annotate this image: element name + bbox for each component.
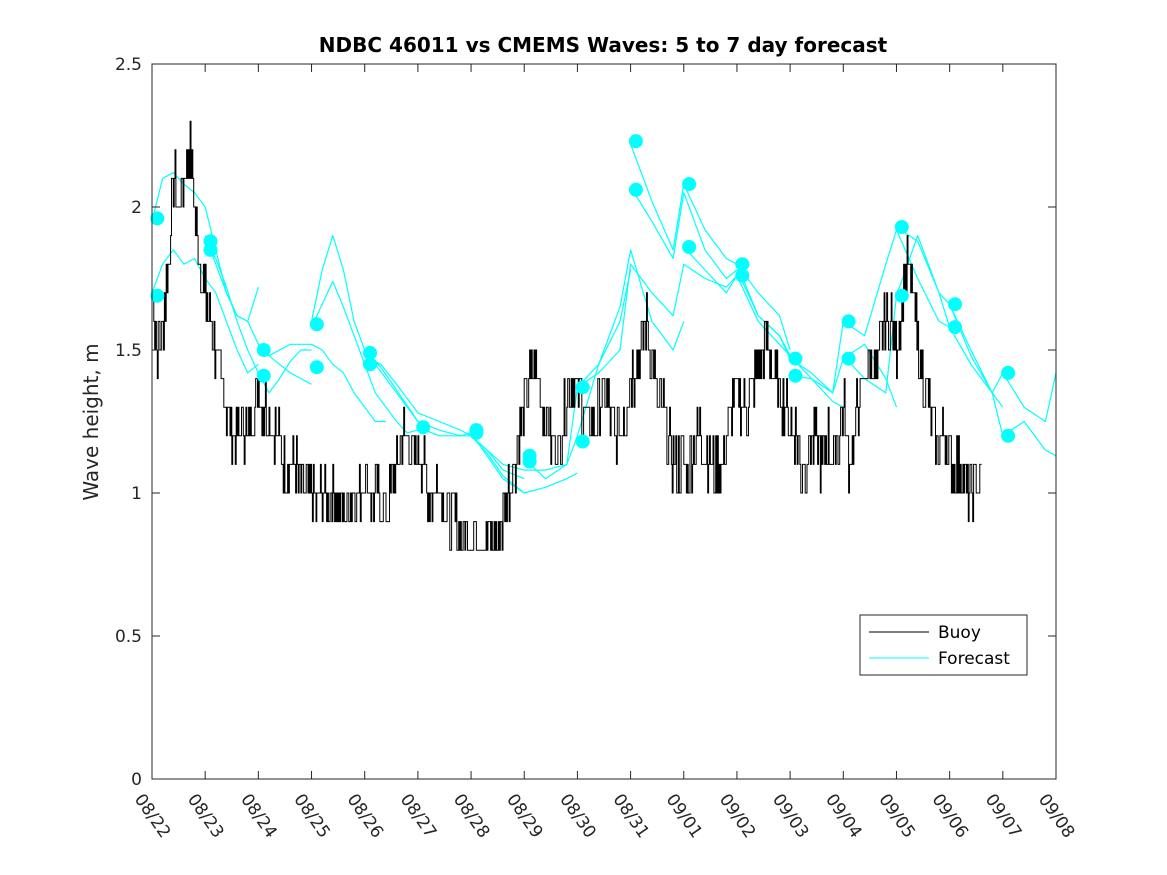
forecast-marker-28 [894,220,909,234]
y-axis: 0 0.5 1 1.5 2 2.5 [115,55,1056,790]
forecast-marker-4 [203,242,218,257]
forecast-line-13 [577,263,738,388]
y-tick-label: 1 [131,484,142,504]
forecast-marker-10 [363,357,377,372]
forecast-marker-13 [469,425,484,440]
forecast-marker-11 [416,420,431,435]
forecast-marker-15 [522,454,537,469]
forecast-line-9 [364,349,525,494]
y-tick-label: 0 [131,770,142,790]
forecast-marker-31 [948,320,962,335]
forecast-marker-17 [575,434,590,449]
forecast-marker-23 [735,268,750,283]
forecast-marker-27 [841,351,856,366]
forecast-line-16 [683,246,844,408]
forecast-marker-7 [309,317,324,332]
forecast-line-5 [257,343,386,423]
forecast-marker-18 [628,134,643,149]
forecast-marker-26 [841,314,856,329]
legend-box [859,614,1028,676]
forecast-marker-8 [309,360,324,375]
chart-title: NDBC 46011 vs CMEMS Waves: 5 to 7 day fo… [319,33,888,57]
forecast-marker-2 [150,288,165,303]
forecast-marker-22 [735,257,750,272]
y-tick-label: 1.5 [115,341,142,361]
forecast-line-12 [523,249,685,480]
forecast-marker-16 [575,380,590,395]
forecast-marker-30 [948,297,962,312]
buoy-line [152,120,982,551]
legend-label-buoy: Buoy [938,623,981,643]
forecast-marker-19 [628,182,643,197]
forecast-marker-20 [682,177,697,192]
forecast-marker-6 [256,368,271,383]
y-axis-label: Wave height, m [79,343,103,500]
y-tick-label: 2 [131,198,142,218]
legend: Buoy Forecast [859,614,1028,676]
y-tick-label: 2.5 [115,55,142,75]
forecast-marker-29 [894,288,909,303]
buoy-series-group [152,120,982,551]
forecast-line-10 [417,426,578,494]
forecast-marker-5 [256,343,271,357]
forecast-line-15 [630,143,791,351]
forecast-line-8 [364,355,525,480]
forecast-line-18 [790,229,950,394]
forecast-marker-21 [682,240,697,254]
forecast-line-20 [896,226,1057,423]
forecast-marker-32 [1001,365,1016,380]
y-tick-label: 0.5 [115,627,142,647]
forecast-marker-9 [363,345,377,360]
forecast-line-11 [470,269,632,471]
legend-label-forecast: Forecast [938,649,1010,669]
forecast-line-19 [842,235,1004,408]
forecast-marker-33 [1001,428,1016,443]
forecast-marker-25 [788,368,803,383]
plot-frame [151,63,1057,780]
forecast-marker-24 [788,351,803,366]
forecast-marker-1 [150,211,165,226]
forecast-marker-group [150,134,1016,469]
